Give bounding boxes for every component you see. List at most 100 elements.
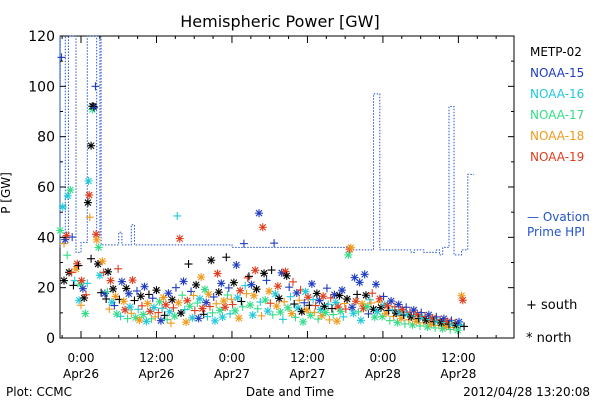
marker-stroke bbox=[90, 103, 97, 110]
north-point bbox=[251, 266, 260, 275]
north-point bbox=[149, 303, 158, 312]
north-point bbox=[355, 278, 364, 287]
legend-entry: NOAA-17 bbox=[530, 108, 584, 122]
south-point bbox=[456, 321, 465, 330]
north-point bbox=[261, 295, 270, 304]
north-point bbox=[453, 326, 462, 335]
north-point bbox=[232, 261, 241, 270]
north-point bbox=[84, 176, 93, 185]
south-point bbox=[69, 281, 78, 290]
marker-stroke bbox=[84, 199, 92, 206]
south-point bbox=[310, 308, 319, 317]
north-point bbox=[185, 302, 194, 311]
marker-stroke bbox=[192, 281, 200, 289]
south-point bbox=[184, 260, 193, 269]
south-point bbox=[417, 308, 426, 317]
south-point bbox=[241, 281, 250, 290]
south-point bbox=[187, 287, 196, 296]
south-point bbox=[130, 296, 139, 305]
north-point bbox=[92, 235, 101, 244]
marker-stroke bbox=[217, 279, 225, 287]
south-point bbox=[114, 264, 123, 273]
marker-stroke bbox=[214, 270, 221, 277]
south-point bbox=[365, 295, 374, 304]
north-point bbox=[210, 316, 219, 325]
marker-stroke bbox=[344, 251, 352, 259]
south-point bbox=[366, 299, 375, 308]
south-point bbox=[67, 268, 76, 277]
south-point bbox=[266, 299, 275, 308]
marker-stroke bbox=[264, 307, 272, 315]
south-point bbox=[268, 310, 277, 319]
marker-stroke bbox=[274, 282, 282, 290]
ovation-line bbox=[59, 35, 475, 256]
north-point bbox=[218, 313, 227, 322]
x-tick-date: Apr28 bbox=[440, 367, 476, 381]
north-point bbox=[248, 311, 257, 320]
north-point bbox=[219, 297, 228, 306]
south-point bbox=[242, 289, 251, 298]
south-point bbox=[288, 277, 297, 286]
south-point bbox=[309, 295, 318, 304]
north-point bbox=[179, 277, 188, 286]
legend-entry: NOAA-19 bbox=[530, 150, 584, 164]
marker-stroke bbox=[56, 227, 64, 234]
north-point bbox=[117, 277, 126, 286]
marker-stroke bbox=[153, 286, 160, 294]
marker-stroke bbox=[278, 269, 286, 277]
marker-stroke bbox=[319, 292, 327, 300]
marker-stroke bbox=[215, 288, 223, 296]
plot-credit: Plot: CCMC bbox=[6, 385, 72, 399]
marker-stroke bbox=[150, 304, 158, 311]
marker-stroke bbox=[246, 301, 254, 309]
marker-stroke bbox=[277, 308, 284, 316]
north-point bbox=[216, 306, 225, 315]
marker-stroke bbox=[177, 309, 185, 317]
south-point bbox=[151, 312, 160, 321]
south-point bbox=[270, 239, 279, 248]
north-point bbox=[200, 285, 209, 294]
north-point bbox=[198, 304, 207, 313]
marker-stroke bbox=[282, 268, 289, 275]
ovation-legend-line1: — Ovation bbox=[527, 210, 590, 224]
north-point bbox=[265, 287, 274, 296]
north-point bbox=[320, 302, 329, 311]
south-point bbox=[314, 315, 323, 324]
south-point bbox=[123, 314, 132, 323]
north-point bbox=[458, 296, 467, 305]
marker-stroke bbox=[275, 295, 283, 302]
marker-stroke bbox=[92, 230, 100, 238]
marker-stroke bbox=[429, 314, 436, 322]
marker-stroke bbox=[136, 316, 143, 324]
marker-stroke bbox=[176, 235, 184, 242]
north-point bbox=[319, 292, 328, 301]
marker-stroke bbox=[261, 296, 269, 304]
south-point bbox=[190, 306, 199, 315]
north-point bbox=[231, 306, 240, 315]
x-tick-date: Apr27 bbox=[214, 367, 250, 381]
marker-stroke bbox=[265, 287, 273, 295]
north-point bbox=[372, 280, 381, 289]
north-point bbox=[271, 289, 280, 298]
north-point bbox=[89, 102, 98, 111]
south-point bbox=[171, 283, 180, 292]
north-point bbox=[236, 286, 245, 295]
south-point bbox=[212, 299, 221, 308]
south-point bbox=[87, 254, 96, 263]
marker-stroke bbox=[440, 315, 448, 323]
marker-stroke bbox=[343, 295, 351, 303]
north-point bbox=[170, 312, 179, 321]
marker-stroke bbox=[234, 294, 242, 302]
north-point bbox=[277, 268, 286, 277]
south-point bbox=[290, 300, 299, 309]
north-point bbox=[204, 290, 213, 299]
marker-stroke bbox=[199, 305, 206, 312]
south-point bbox=[144, 290, 153, 299]
marker-stroke bbox=[260, 269, 268, 277]
marker-stroke bbox=[271, 290, 279, 298]
marker-stroke bbox=[288, 310, 296, 317]
north-point bbox=[161, 300, 170, 309]
north-point bbox=[109, 284, 118, 293]
marker-stroke bbox=[78, 277, 86, 285]
